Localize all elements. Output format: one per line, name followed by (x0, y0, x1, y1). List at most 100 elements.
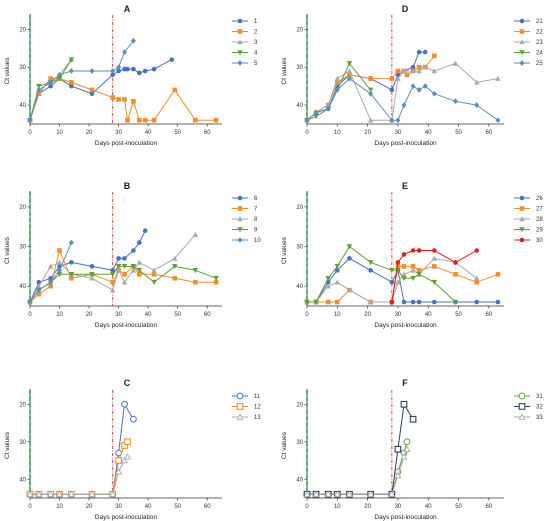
legend-marker (519, 29, 525, 34)
data-point (116, 68, 121, 74)
series-2 (27, 76, 219, 123)
x-tick-label: 60 (204, 130, 211, 136)
x-tick-label: 0 (305, 504, 309, 510)
series-line (30, 456, 128, 495)
legend-marker (237, 216, 243, 222)
y-tick-label: 40 (296, 284, 303, 290)
x-tick-label: 0 (28, 504, 32, 510)
data-point (474, 279, 480, 285)
data-point (151, 117, 157, 123)
series-line (29, 234, 196, 303)
data-point (410, 248, 416, 253)
data-point (431, 264, 437, 269)
data-point (416, 271, 422, 278)
legend-label: 3 (254, 40, 258, 46)
legend-marker (236, 413, 244, 420)
x-tick-label: 20 (364, 504, 371, 510)
data-point (346, 75, 352, 82)
data-point (89, 87, 95, 93)
data-point (172, 255, 178, 261)
data-point (416, 248, 422, 253)
data-point (368, 90, 374, 97)
data-point (131, 98, 136, 104)
data-point (400, 452, 408, 460)
data-point (395, 75, 401, 81)
series-line (29, 40, 134, 121)
data-point (121, 456, 128, 464)
data-point (416, 87, 422, 93)
data-point (401, 252, 407, 257)
series-12 (26, 438, 131, 498)
data-point (192, 231, 199, 237)
x-tick-label: 20 (364, 312, 371, 318)
data-point (68, 57, 75, 63)
legend-marker (237, 50, 243, 56)
legend: 31 32 33 (514, 392, 543, 421)
data-point (324, 490, 332, 497)
data-point (151, 279, 157, 286)
x-axis-label: Days post-inoculation (95, 514, 158, 521)
x-tick-label: 50 (455, 504, 462, 510)
legend: 26 27 28 29 30 (514, 195, 543, 244)
x-tick-label: 50 (174, 312, 181, 318)
legend-marker (518, 413, 526, 420)
data-point (142, 117, 148, 123)
legend-label: 5 (254, 61, 258, 67)
x-tick-label: 40 (425, 130, 432, 136)
data-point (122, 256, 127, 261)
data-point (110, 72, 116, 78)
data-point (334, 279, 341, 285)
data-point (474, 79, 480, 85)
data-point (388, 490, 396, 497)
data-point (56, 490, 63, 497)
legend-marker (236, 392, 244, 400)
legend-marker (237, 195, 243, 201)
data-point (367, 299, 374, 305)
data-point (142, 228, 148, 233)
data-point (333, 490, 341, 497)
data-point (401, 68, 407, 74)
data-point (68, 271, 75, 278)
data-point (403, 438, 411, 446)
x-tick-label: 30 (115, 312, 122, 318)
legend-label: 4 (254, 51, 258, 57)
legend-marker (519, 60, 525, 66)
y-tick-label: 40 (19, 284, 26, 290)
data-point (346, 61, 353, 67)
data-point (89, 275, 95, 281)
y-tick-label: 40 (296, 477, 303, 483)
legend-marker (237, 29, 243, 34)
legend-label: 33 (536, 415, 543, 421)
data-point (151, 267, 157, 273)
data-point (48, 279, 54, 286)
legend-label: 24 (536, 51, 543, 57)
y-axis-label: Ct values (4, 431, 11, 459)
series-30 (389, 248, 480, 305)
x-tick-label: 10 (56, 312, 63, 318)
data-point (116, 256, 121, 261)
data-point (335, 80, 340, 85)
data-point (431, 255, 437, 261)
data-point (110, 268, 116, 273)
data-point (48, 76, 53, 81)
data-point (410, 83, 416, 90)
panel-e: E 0 10 20 30 40 50 60 20 30 40 Days post-inoculatio… (281, 181, 543, 329)
series-4 (27, 57, 75, 124)
data-point (56, 271, 63, 278)
data-point (122, 271, 127, 277)
legend-marker (519, 227, 525, 233)
data-point (395, 279, 401, 285)
data-point (193, 279, 198, 285)
data-point (347, 256, 352, 261)
data-point (67, 490, 75, 497)
data-point (69, 80, 74, 85)
data-point (325, 275, 331, 282)
data-point (193, 117, 198, 123)
y-axis-label: Ct values (281, 431, 288, 459)
y-tick-label: 20 (19, 402, 26, 408)
data-point (172, 275, 178, 281)
data-point (304, 117, 310, 124)
data-point (452, 60, 459, 66)
data-point (410, 275, 416, 282)
panel-f: F 0 10 20 30 40 50 60 20 30 40 Days post-inoculatio… (281, 378, 543, 521)
